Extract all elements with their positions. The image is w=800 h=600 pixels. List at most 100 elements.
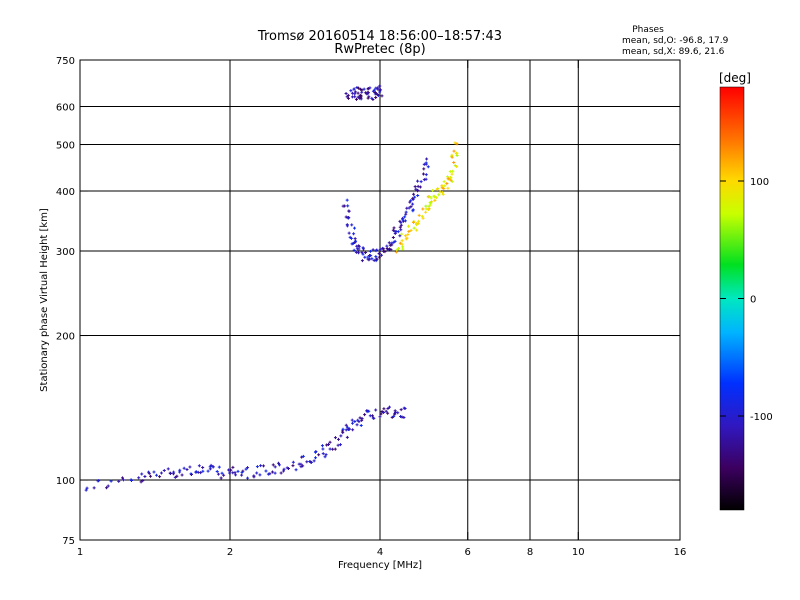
data-point <box>285 466 289 470</box>
data-point <box>400 232 404 236</box>
data-point <box>236 469 240 473</box>
data-point <box>300 455 304 459</box>
data-point <box>173 475 177 479</box>
y-axis-label: Stationary phase Virtual Height [km] <box>39 208 50 392</box>
data-point <box>378 415 382 419</box>
data-point <box>258 473 262 477</box>
data-point <box>434 196 438 200</box>
data-point <box>393 409 397 413</box>
data-point <box>400 242 404 246</box>
data-point <box>429 201 433 205</box>
data-points <box>84 84 459 492</box>
data-point <box>368 86 372 90</box>
data-point <box>217 465 221 469</box>
data-point <box>324 453 328 457</box>
data-point <box>393 412 397 416</box>
data-point <box>414 187 418 191</box>
data-point <box>424 210 428 214</box>
data-point <box>345 198 349 202</box>
data-point <box>211 465 215 469</box>
data-point <box>390 243 394 247</box>
data-point <box>255 471 259 475</box>
data-point <box>222 473 226 477</box>
data-point <box>149 474 153 478</box>
data-point <box>229 468 233 472</box>
data-point <box>452 160 456 164</box>
data-point <box>152 470 156 474</box>
data-point <box>353 95 357 99</box>
data-point <box>377 252 381 256</box>
data-point <box>450 155 454 159</box>
data-point <box>382 407 386 411</box>
data-point <box>371 248 375 252</box>
data-point <box>338 443 342 447</box>
data-point <box>209 463 213 467</box>
data-point <box>356 91 360 95</box>
data-point <box>446 176 450 180</box>
data-point <box>320 444 324 448</box>
data-point <box>403 215 407 219</box>
data-point <box>409 228 413 232</box>
data-point <box>354 97 358 101</box>
data-point <box>384 409 388 413</box>
plot-area: 1 2 4 6 8 10 16 75 100 200 300 400 500 600 750 <box>56 56 686 558</box>
data-point <box>341 427 345 431</box>
data-point <box>382 411 386 415</box>
data-point <box>432 194 436 198</box>
data-point <box>362 87 366 91</box>
data-point <box>420 214 424 218</box>
data-point <box>360 88 364 92</box>
data-point <box>356 418 360 422</box>
data-point <box>359 94 363 98</box>
data-point <box>365 410 369 414</box>
colorbar-ticks: 100 0 -100 <box>720 177 773 423</box>
data-point <box>433 198 437 202</box>
data-point <box>405 236 409 240</box>
data-point <box>231 465 235 469</box>
data-point <box>348 235 352 239</box>
data-point <box>143 474 147 478</box>
data-point <box>352 232 356 236</box>
data-point <box>105 486 109 490</box>
data-point <box>366 255 370 259</box>
data-point <box>178 468 182 472</box>
data-point <box>228 471 232 475</box>
data-point <box>380 253 384 257</box>
data-point <box>216 472 220 476</box>
data-point <box>360 417 364 421</box>
data-point <box>448 169 452 173</box>
data-point <box>425 157 429 161</box>
data-point <box>400 239 404 243</box>
y-axis-ticks: 75 100 200 300 400 500 600 750 <box>56 56 680 547</box>
data-point <box>370 414 374 418</box>
data-point <box>411 208 415 212</box>
data-point <box>159 471 163 475</box>
data-point <box>383 250 387 254</box>
chart-title: Tromsø 20160514 18:56:00–18:57:43 <box>257 29 502 44</box>
stats-x-line: mean, sd,X: 89.6, 21.6 <box>622 47 725 57</box>
data-point <box>421 172 425 176</box>
data-point <box>273 465 277 469</box>
data-point <box>333 436 337 440</box>
data-point <box>313 456 317 460</box>
colorbar-label: [deg] <box>719 71 751 85</box>
data-point <box>351 241 355 245</box>
data-point <box>357 247 361 251</box>
data-point <box>299 462 303 466</box>
data-point <box>402 416 406 420</box>
data-point <box>350 418 354 422</box>
data-point <box>321 447 325 451</box>
data-point <box>427 208 431 212</box>
data-point <box>271 463 275 467</box>
data-point <box>354 239 358 243</box>
colorbar: [deg] 100 0 -100 <box>719 71 773 511</box>
grid <box>80 60 680 540</box>
x-tick-label: 2 <box>227 547 233 558</box>
data-point <box>252 475 256 479</box>
data-point <box>215 470 219 474</box>
y-tick-label: 600 <box>56 103 75 114</box>
data-point <box>234 473 238 477</box>
x-tick-label: 4 <box>377 547 383 558</box>
data-point <box>388 405 392 409</box>
data-point <box>380 410 384 414</box>
